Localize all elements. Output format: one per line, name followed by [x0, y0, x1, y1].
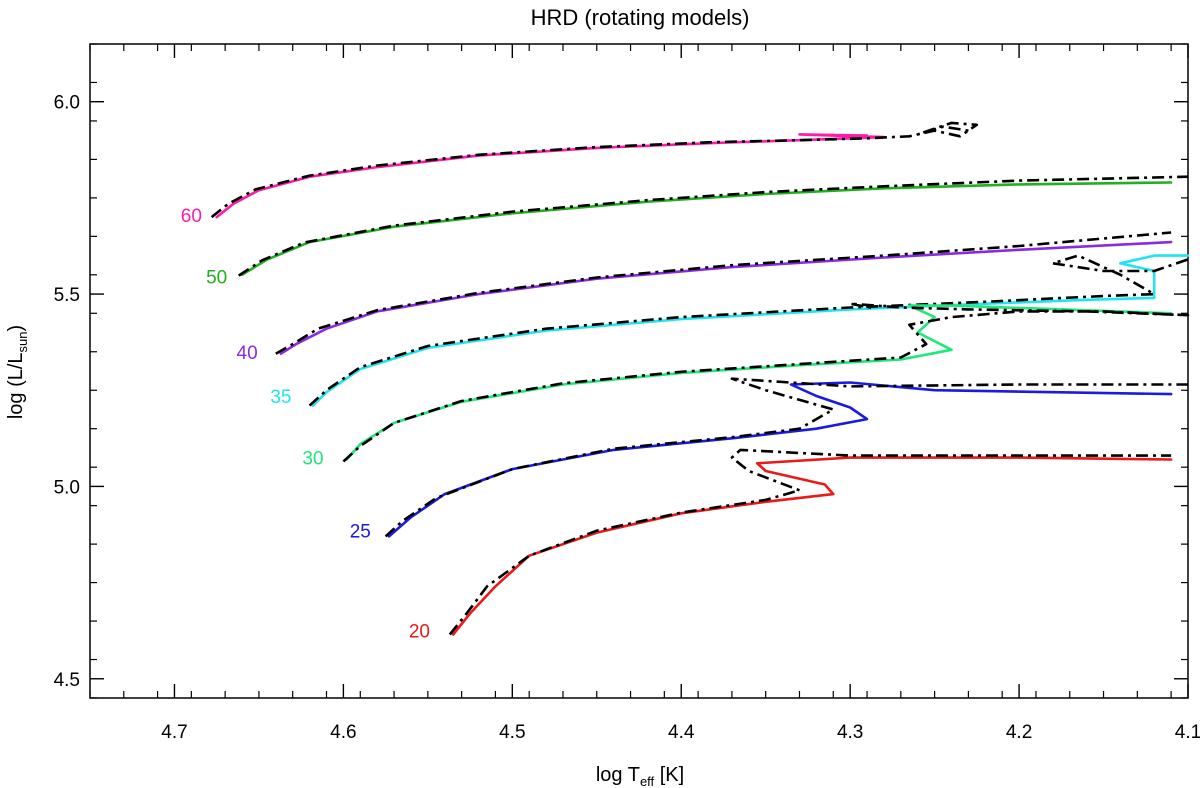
track-60-solid	[215, 133, 886, 219]
track-20-solid	[451, 456, 1173, 636]
x-tick-label: 4.4	[668, 722, 695, 743]
y-axis-title-main: log (L/L	[5, 352, 27, 419]
x-tick-label: 4.1	[1175, 722, 1200, 743]
plot-frame	[89, 43, 1189, 699]
y-tick-label: 6.0	[54, 93, 80, 114]
track-35-solid	[311, 254, 1190, 407]
y-tick-label: 5.0	[54, 477, 80, 498]
series-layer	[210, 121, 1190, 636]
x-tick-label: 4.6	[330, 722, 356, 743]
track-25-dashdot	[384, 377, 1188, 538]
mass-label-30: 30	[302, 449, 323, 470]
track-50-solid	[240, 181, 1173, 277]
mass-label-60: 60	[181, 206, 202, 227]
chart-title: HRD (rotating models)	[531, 5, 750, 30]
mass-label-50: 50	[206, 268, 227, 289]
axis-ticks: 4.7 4.6 4.5 4.4 4.3 4.2 4.1 4.5 5.0 5.5 6.0	[54, 43, 1200, 743]
mass-label-20: 20	[409, 622, 430, 643]
y-axis-title-tail: )	[5, 325, 27, 332]
track-60-dashdot	[210, 121, 979, 219]
track-40-dashdot	[275, 231, 1172, 355]
track-30-dashdot	[342, 302, 1190, 463]
mass-label-25: 25	[350, 522, 371, 543]
y-axis-title-sub: sun	[15, 331, 30, 352]
y-tick-label: 5.5	[54, 285, 80, 306]
mass-label-40: 40	[237, 343, 258, 364]
mass-label-35: 35	[270, 387, 291, 408]
track-35-dashdot	[308, 254, 1189, 407]
track-50-dashdot	[237, 175, 1189, 277]
track-25-solid	[387, 381, 1173, 538]
x-tick-label: 4.2	[1006, 722, 1032, 743]
x-axis-title-tail: [K]	[654, 764, 684, 786]
track-20-dashdot	[448, 448, 1172, 636]
y-tick-label: 4.5	[54, 670, 80, 691]
mass-labels: 60 50 40 35 30 25 20	[181, 206, 430, 642]
x-tick-label: 4.7	[161, 722, 187, 743]
x-tick-label: 4.3	[837, 722, 863, 743]
x-axis-title: log Teff [K]	[596, 764, 684, 788]
x-axis-title-main: log T	[596, 764, 640, 786]
x-axis-title-sub: eff	[640, 774, 655, 788]
x-tick-label: 4.5	[499, 722, 525, 743]
y-axis-title: log (L/Lsun)	[5, 325, 30, 419]
track-40-solid	[279, 240, 1173, 356]
